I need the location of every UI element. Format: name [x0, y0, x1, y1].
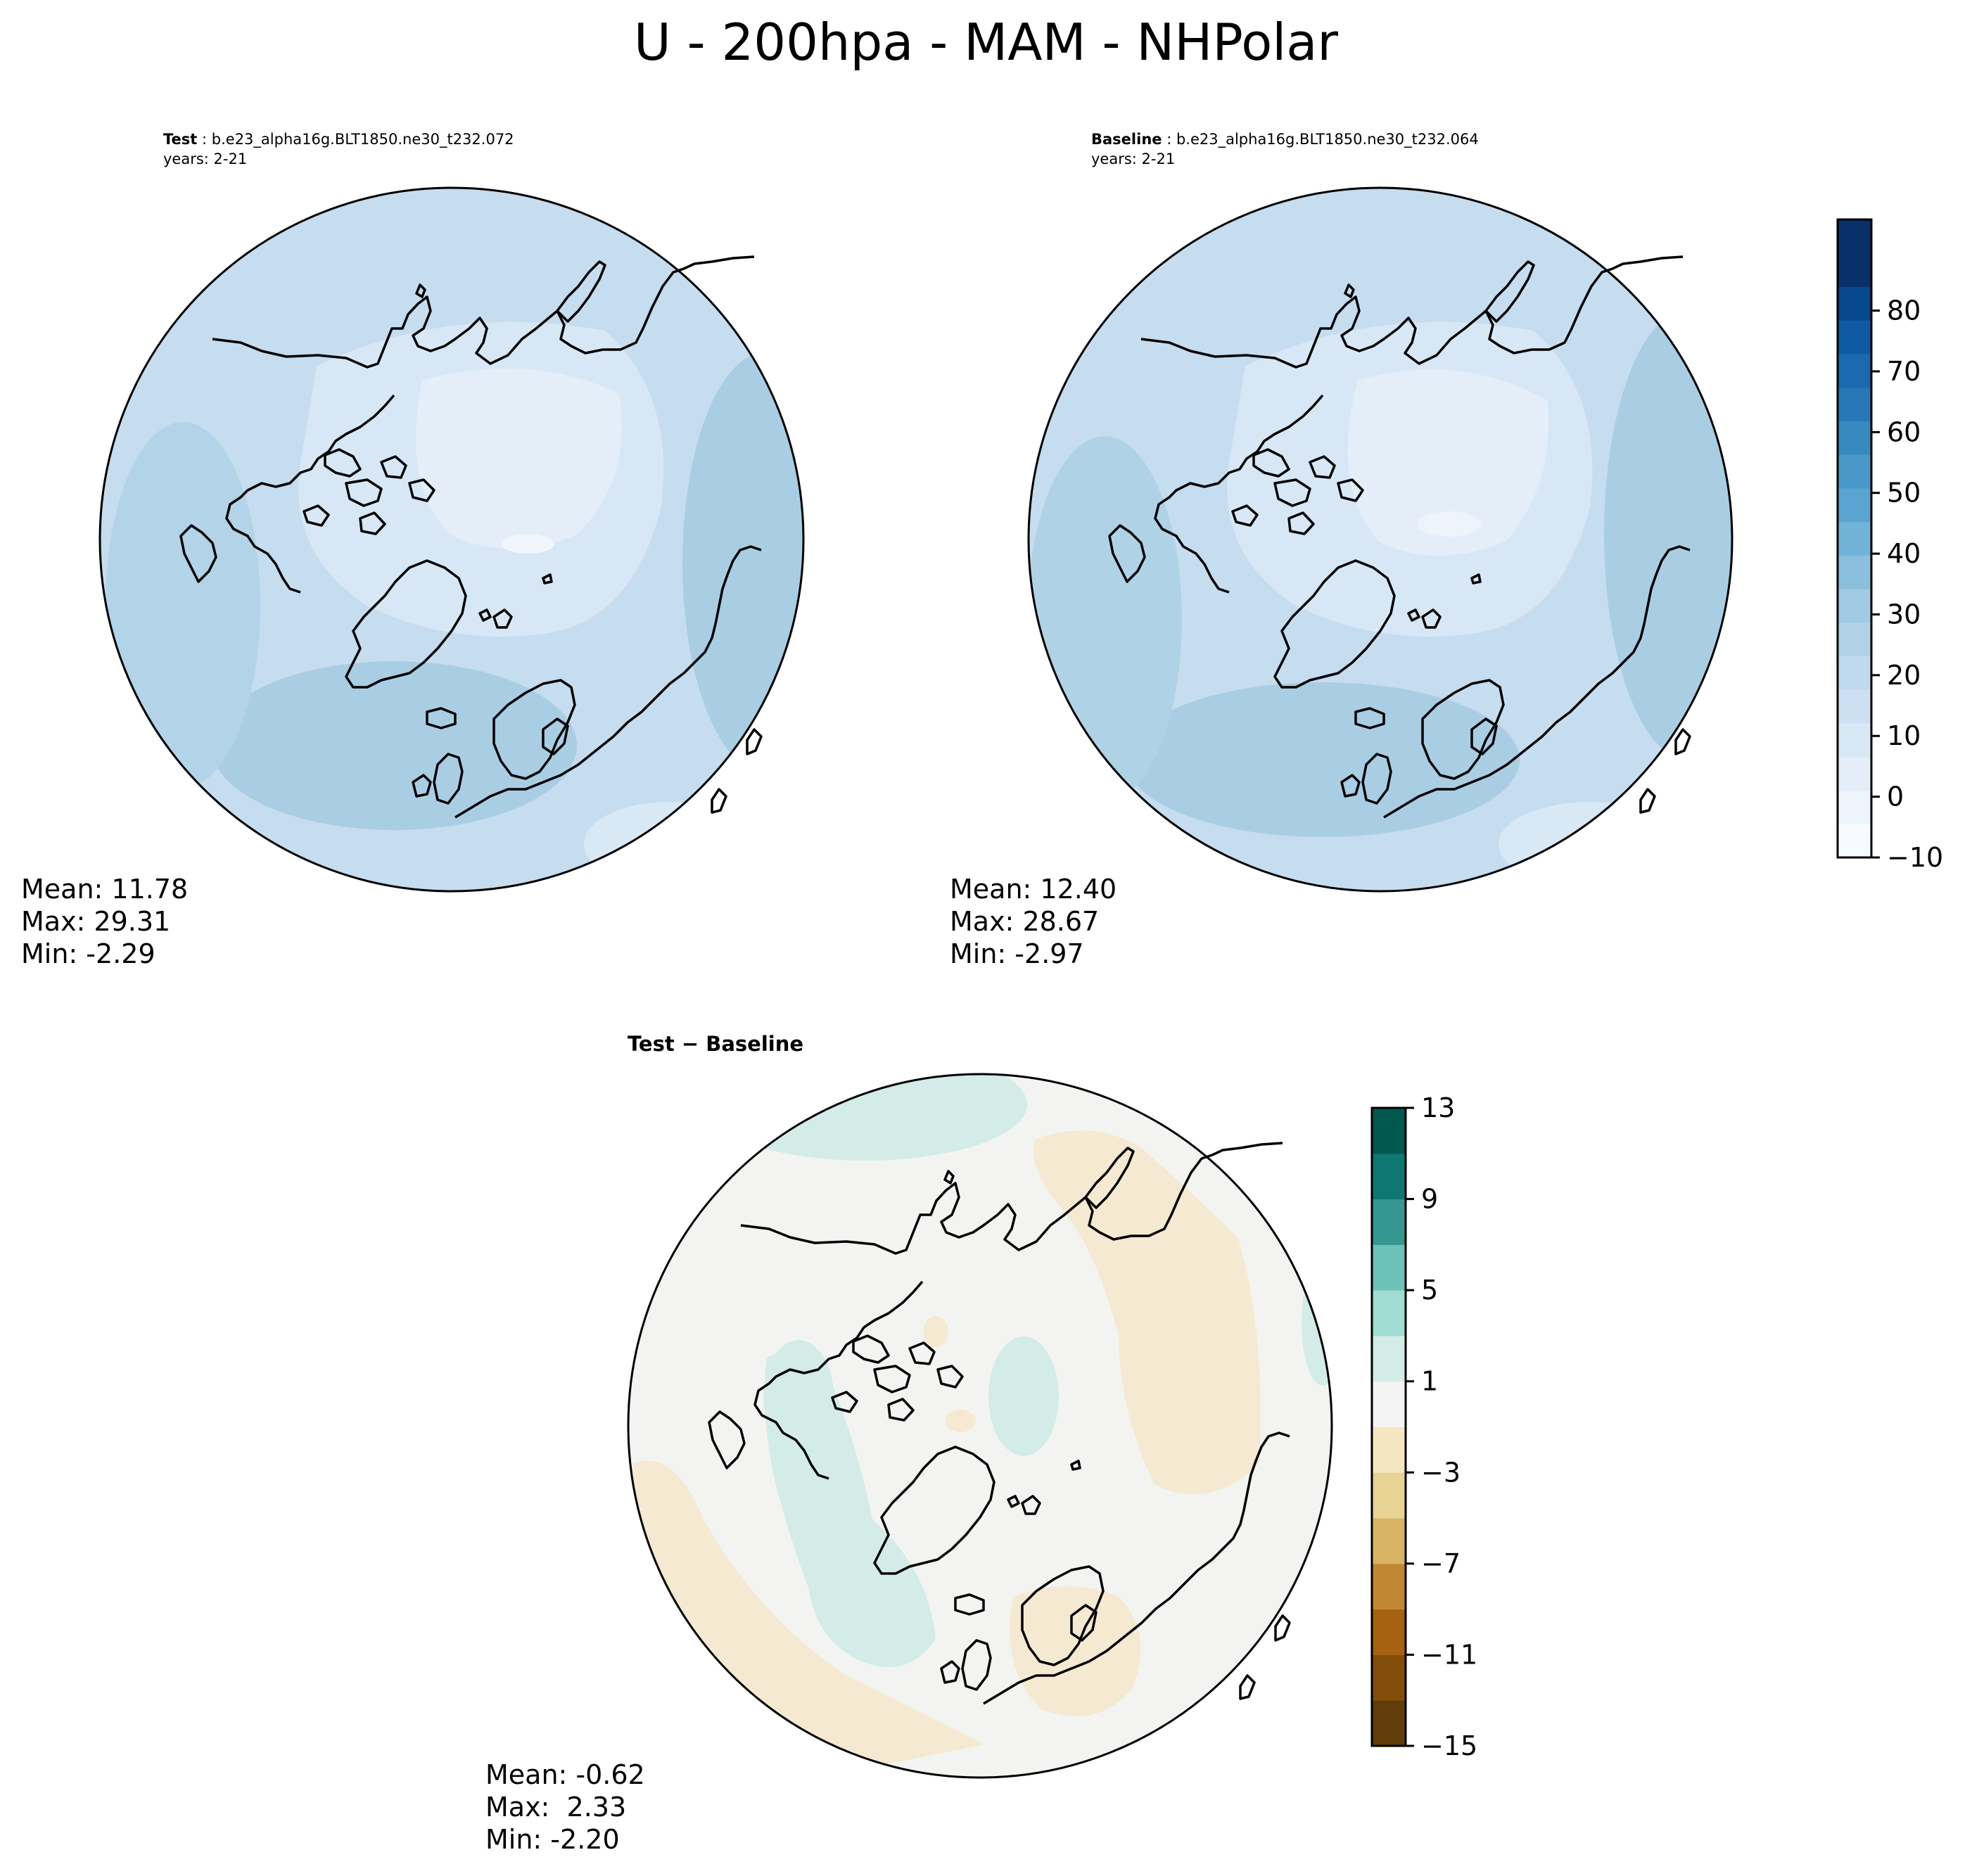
- field-colorbar-tick-label: 60: [1887, 416, 1921, 447]
- difference-colorbar-swatch: [1372, 1153, 1406, 1200]
- field-colorbar-swatch: [1838, 353, 1871, 388]
- test-panel-case: b.e23_alpha16g.BLT1850.ne30_t232.072: [211, 131, 514, 148]
- difference-colorbar-swatch: [1372, 1244, 1406, 1291]
- difference-colorbar-tick-label: 13: [1421, 1092, 1455, 1123]
- baseline-stat-max: Max: 28.67: [950, 906, 1100, 937]
- baseline-panel-years: years: 2-21: [1091, 151, 1176, 167]
- field-colorbar-swatch: [1838, 756, 1871, 791]
- difference-colorbar-tick-label: −15: [1421, 1730, 1477, 1761]
- baseline-panel-header: Baseline : b.e23_alpha16g.BLT1850.ne30_t…: [1091, 131, 1479, 167]
- test-stat-min: Min: -2.29: [21, 938, 155, 969]
- field-colorbar-tick-label: 0: [1887, 781, 1904, 812]
- field-colorbar-swatch: [1838, 824, 1871, 858]
- field-colorbar-tick-label: 30: [1887, 599, 1921, 630]
- difference-colorbar-swatch: [1372, 1563, 1406, 1610]
- difference-map: [627, 1073, 1333, 1779]
- test-panel-years: years: 2-21: [163, 151, 248, 167]
- figure-title: U - 200hpa - MAM - NHPolar: [634, 13, 1338, 72]
- difference-colorbar-swatch: [1372, 1199, 1406, 1245]
- difference-colorbar-tick-label: 9: [1421, 1184, 1438, 1215]
- difference-panel-title: Test − Baseline: [628, 1032, 804, 1056]
- difference-colorbar-swatch: [1372, 1427, 1406, 1473]
- field-colorbar-tick-label: 50: [1887, 478, 1921, 509]
- difference-colorbar-swatch: [1372, 1108, 1406, 1154]
- difference-stat-min: Min: -2.20: [485, 1824, 620, 1855]
- test-panel-header: Test : b.e23_alpha16g.BLT1850.ne30_t232.…: [163, 131, 514, 167]
- difference-colorbar-tick-label: −7: [1421, 1548, 1461, 1579]
- difference-colorbar-swatch: [1372, 1700, 1406, 1747]
- baseline-stat-min: Min: -2.97: [950, 938, 1084, 969]
- baseline-panel-label: Baseline: [1091, 131, 1162, 148]
- field-colorbar-swatch: [1838, 521, 1871, 556]
- baseline-stat-mean: Mean: 12.40: [950, 874, 1117, 905]
- difference-colorbar-frame: [1370, 1106, 1407, 1747]
- field-colorbar-tick-label: 80: [1887, 295, 1921, 326]
- field-colorbar-tick-label: 10: [1887, 720, 1921, 751]
- field-colorbar-swatch: [1838, 589, 1871, 623]
- field-colorbar: −10 0 10 20 30 40 50 60 70 80: [1836, 218, 1943, 873]
- field-colorbar-swatch: [1838, 454, 1871, 489]
- field-colorbar-swatch: [1838, 421, 1871, 455]
- difference-colorbar-tick-label: −11: [1421, 1639, 1477, 1670]
- test-panel-label: Test: [163, 131, 198, 148]
- difference-stats: Mean: -0.62 Max: 2.33 Min: -2.20: [485, 1759, 645, 1856]
- difference-colorbar: −15 −11 −7 −3 1 5 9 13: [1370, 1092, 1477, 1761]
- field-colorbar-swatch: [1838, 487, 1871, 523]
- difference-colorbar-tick-label: −3: [1421, 1457, 1461, 1488]
- difference-colorbar-tick-label: 5: [1421, 1275, 1438, 1306]
- field-colorbar-swatch: [1838, 253, 1871, 287]
- field-colorbar-swatch: [1838, 656, 1871, 690]
- field-colorbar-swatch: [1838, 689, 1871, 724]
- difference-colorbar-swatch: [1372, 1654, 1406, 1701]
- field-colorbar-frame: [1836, 218, 1873, 859]
- difference-colorbar-swatch: [1372, 1290, 1406, 1336]
- difference-stat-mean: Mean: -0.62: [485, 1759, 645, 1790]
- field-colorbar-swatch: [1838, 320, 1871, 355]
- test-stats: Mean: 11.78 Max: 29.31 Min: -2.29: [21, 873, 188, 970]
- field-colorbar-swatch: [1838, 790, 1871, 824]
- difference-colorbar-swatch: [1372, 1335, 1406, 1382]
- difference-colorbar-swatch: [1372, 1518, 1406, 1564]
- test-map: [98, 186, 805, 893]
- field-colorbar-swatch: [1838, 622, 1871, 657]
- field-colorbar-swatch: [1838, 387, 1871, 421]
- test-stat-max: Max: 29.31: [21, 906, 171, 937]
- difference-colorbar-swatch: [1372, 1472, 1406, 1519]
- field-colorbar-swatch: [1838, 219, 1871, 254]
- difference-stat-max: Max: 2.33: [485, 1792, 627, 1823]
- baseline-panel-case: b.e23_alpha16g.BLT1850.ne30_t232.064: [1176, 131, 1479, 148]
- field-colorbar-tick-label: 20: [1887, 660, 1921, 691]
- test-stat-mean: Mean: 11.78: [21, 874, 189, 905]
- field-colorbar-tick-label: 40: [1887, 538, 1921, 569]
- field-colorbar-swatch: [1838, 555, 1871, 589]
- field-colorbar-tick-label: 70: [1887, 356, 1921, 387]
- field-colorbar-swatch: [1838, 723, 1871, 758]
- baseline-stats: Mean: 12.40 Max: 28.67 Min: -2.97: [950, 873, 1117, 970]
- baseline-map: [1027, 186, 1734, 893]
- difference-colorbar-swatch: [1372, 1381, 1406, 1427]
- difference-colorbar-swatch: [1372, 1609, 1406, 1655]
- field-colorbar-swatch: [1838, 286, 1871, 321]
- difference-colorbar-tick-label: 1: [1421, 1366, 1438, 1397]
- field-colorbar-tick-label: −10: [1887, 842, 1943, 873]
